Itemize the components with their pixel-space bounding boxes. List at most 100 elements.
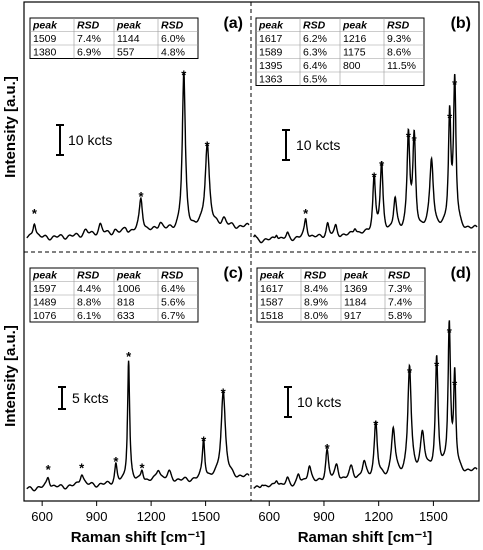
rsd-table-cell: 6.4% [161,283,185,295]
peak-star-marker: * [379,158,385,173]
x-axis-ticks: 600 900 1200 1500 600 900 1200 1500 [31,501,448,524]
scale-bar-label: 10 kcts [296,137,340,153]
rsd-table: peak RSD peak RSD 1617 8.4% 1369 7.3% 1587 8.9% 11… [256,267,426,323]
peak-star-marker: * [434,359,440,374]
scale-bar-label: 5 kcts [72,390,109,406]
rsd-table-header-cell: peak [343,269,369,281]
rsd-table-cell: 917 [344,310,362,322]
rsd-table-cell: 9.3% [387,33,411,45]
scale-bar-label: 10 kcts [297,394,341,410]
peak-star-marker: * [205,139,211,154]
rsd-table-cell: 1380 [33,46,57,58]
rsd-table-cell: 4.4% [77,283,101,295]
rsd-table-cell: 4.8% [161,46,185,58]
peak-star-marker: * [303,206,309,221]
peak-star-marker: * [325,441,331,456]
rsd-table-cell: 818 [117,296,135,308]
panel-a: * * * * (a) 10 kcts peak RSD peak RSD 1509 7.4% 1144… [26,15,250,241]
rsd-table-header-cell: peak [342,19,368,31]
rsd-table-cell: 6.1% [77,310,101,322]
rsd-table-header-cell: RSD [303,19,326,31]
x-tick-label: 1200 [137,509,166,524]
rsd-table-cell: 7.4% [388,296,412,308]
x-tick-label: 600 [31,509,53,524]
peak-star-marker: * [201,433,207,448]
rsd-table-cell: 1597 [33,283,57,295]
rsd-table-cell: 5.8% [388,310,412,322]
rsd-table-header-cell: peak [32,19,58,31]
rsd-table-cell: 6.2% [303,33,327,45]
rsd-table-cell: 6.7% [161,310,185,322]
rsd-table-cell: 1216 [343,33,367,45]
peak-star-marker: * [407,365,413,380]
rsd-table-header-cell: RSD [77,269,100,281]
peak-star-marker: * [372,169,378,184]
spectrum-line [26,360,250,492]
x-tick-label: 600 [258,509,280,524]
rsd-table-cell: 7.3% [388,283,412,295]
rsd-table-cell: 1184 [344,296,367,308]
rsd-table-cell: 11.5% [387,60,416,72]
peak-star-marker: * [79,460,85,475]
rsd-table-cell: 8.8% [77,296,101,308]
rsd-table-cell: 1617 [260,283,284,295]
rsd-table-header-cell: RSD [304,269,327,281]
rsd-table-cell: 800 [343,60,361,72]
rsd-table-cell: 1395 [259,60,283,72]
x-axis-label-right: Raman shift [cm⁻¹] [298,529,433,546]
rsd-table-cell: 8.4% [304,283,328,295]
rsd-table-header-cell: peak [116,269,142,281]
x-tick-label: 900 [86,509,108,524]
rsd-table-cell: 1589 [259,46,283,58]
x-axis-label-left: Raman shift [cm⁻¹] [71,529,206,546]
rsd-table-cell: 557 [117,46,135,58]
peak-star-marker: * [113,454,119,469]
rsd-table-header-cell: peak [258,19,284,31]
panel-label: (c) [223,265,243,282]
peak-star-marker: * [406,130,412,145]
rsd-table-cell: 6.9% [77,46,101,58]
rsd-table-cell: 1363 [259,73,283,85]
rsd-table-cell: 6.3% [303,46,327,58]
rsd-table-cell: 1509 [33,33,57,45]
rsd-table-cell: 6.4% [303,60,327,72]
rsd-table-cell: 7.4% [77,33,101,45]
x-tick-label: 1200 [364,509,393,524]
x-tick-label: 900 [313,509,335,524]
scale-bar-label: 10 kcts [68,132,112,148]
spectrum-line [253,73,478,244]
rsd-table-cell: 8.9% [304,296,328,308]
peak-star-marker: * [373,417,379,432]
rsd-table-cell: 6.0% [161,33,185,45]
rsd-table-cell: 1489 [33,296,57,308]
rsd-table-cell: 6.5% [303,73,327,85]
rsd-table-cell: 1144 [117,33,140,45]
rsd-table-header-cell: RSD [161,19,184,31]
panel-d: * * * * * * (d) 10 kcts peak RSD peak RSD 1617 8.4% 13… [253,265,478,489]
rsd-table-cell: 1076 [33,310,57,322]
rsd-table-header-cell: peak [116,19,142,31]
peak-star-marker: * [412,133,418,148]
x-tick-label: 1500 [191,509,220,524]
panel-c: * * * * * * * (c) 5 kcts peak RSD peak RSD 1597 4.4% 10… [26,265,250,492]
peak-star-marker: * [126,349,132,364]
peak-star-marker: * [138,189,144,204]
panel-label: (d) [451,265,471,282]
peak-star-marker: * [32,206,38,221]
rsd-table: peak RSD peak RSD 1597 4.4% 1006 6.4% 1489 8.8% 81… [29,267,199,323]
rsd-table-cell: 633 [117,310,135,322]
spectrum-line [26,71,250,241]
rsd-table-cell: 8.0% [304,310,328,322]
spectrum-line [253,320,478,489]
rsd-table-header-cell: RSD [388,269,411,281]
x-tick-label: 1500 [419,509,448,524]
peak-star-marker: * [46,462,52,477]
rsd-table-cell: 1587 [260,296,284,308]
y-axis-label-bottom: Intensity [a.u.] [2,325,19,427]
rsd-table-cell: 1617 [259,33,283,45]
y-axis-label-top: Intensity [a.u.] [2,76,19,178]
peak-star-marker: * [221,386,227,401]
